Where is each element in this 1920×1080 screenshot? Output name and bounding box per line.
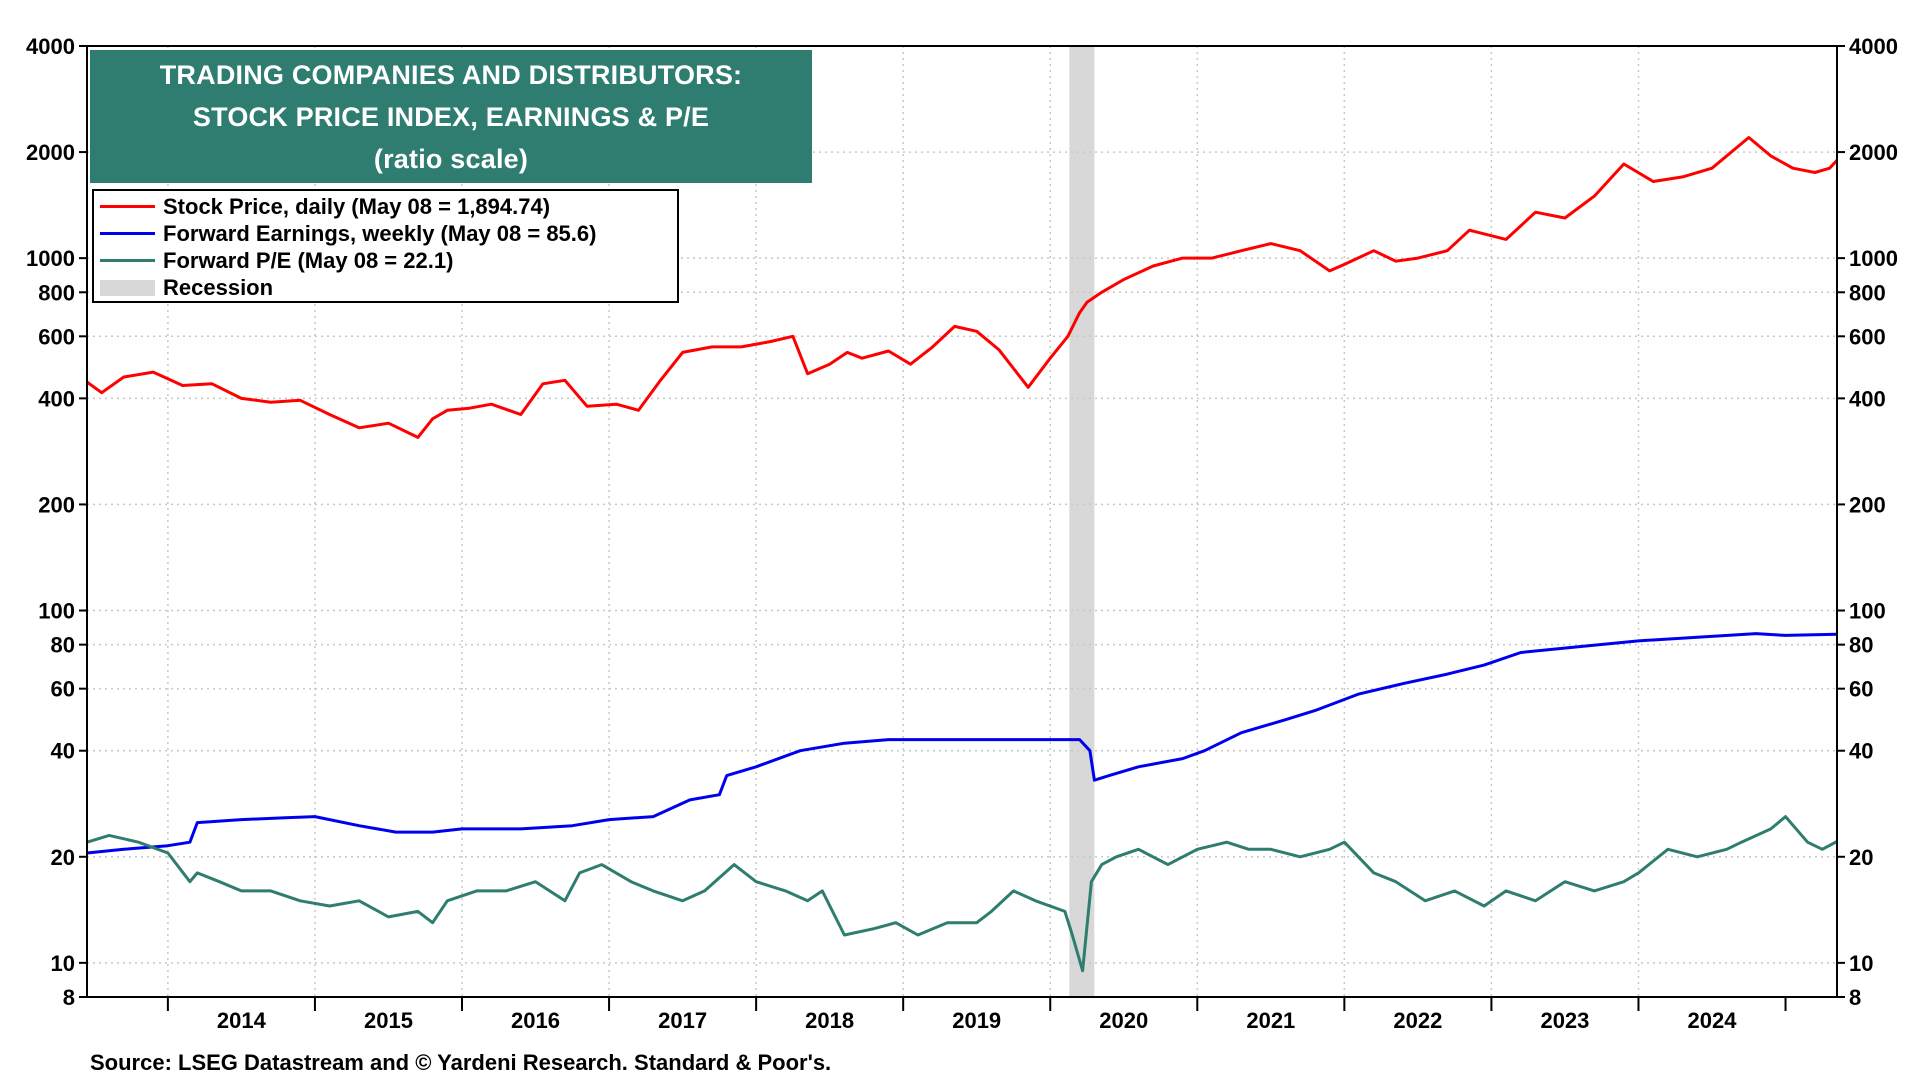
y-tick-label-left: 2000	[26, 140, 75, 165]
y-tick-label-left: 80	[51, 633, 75, 658]
x-tick-label: 2014	[217, 1008, 267, 1033]
legend-label-price: Stock Price, daily (May 08 = 1,894.74)	[163, 193, 551, 219]
x-tick-label: 2020	[1099, 1008, 1148, 1033]
series-line-price	[86, 136, 1839, 439]
x-tick-label: 2023	[1540, 1008, 1589, 1033]
y-tick-label-left: 4000	[26, 34, 75, 59]
y-tick-label-left: 40	[51, 739, 75, 764]
y-tick-label-right: 20	[1849, 845, 1873, 870]
y-tick-label-right: 10	[1849, 951, 1873, 976]
y-tick-label-right: 200	[1849, 492, 1886, 517]
chart-title-line-1: TRADING COMPANIES AND DISTRIBUTORS:	[159, 59, 743, 90]
y-tick-label-right: 400	[1849, 386, 1886, 411]
y-tick-label-right: 40	[1849, 739, 1873, 764]
x-tick-label: 2016	[511, 1008, 560, 1033]
y-tick-label-right: 80	[1849, 633, 1873, 658]
source-note: Source: LSEG Datastream and © Yardeni Re…	[90, 1050, 832, 1075]
x-tick-label: 2015	[364, 1008, 413, 1033]
legend-item-recession: Recession	[100, 274, 677, 301]
legend-item-pe: Forward P/E (May 08 = 22.1)	[100, 247, 677, 274]
chart-title-line-2: STOCK PRICE INDEX, EARNINGS & P/E	[192, 101, 710, 132]
y-tick-label-right: 100	[1849, 598, 1886, 623]
y-tick-label-right: 2000	[1849, 140, 1898, 165]
legend-label-recession: Recession	[163, 274, 274, 300]
legend-label-pe: Forward P/E (May 08 = 22.1)	[163, 247, 454, 273]
series-line-earnings	[86, 632, 1838, 855]
label-layer: 4000 4000 2000 2000 1000 1000 800 800 600 600 400 4…	[26, 34, 1898, 1033]
grid-layer	[87, 46, 1837, 997]
x-tick-label: 2021	[1246, 1008, 1295, 1033]
y-tick-label-right: 8	[1849, 985, 1861, 1010]
x-tick-label: 2018	[805, 1008, 854, 1033]
legend-swatch-price	[100, 205, 155, 208]
y-tick-label-right: 800	[1849, 280, 1886, 305]
chart-title-line-3: (ratio scale)	[373, 143, 529, 174]
series-line-pe	[86, 815, 1838, 973]
chart-title-box: TRADING COMPANIES AND DISTRIBUTORS: STOC…	[90, 50, 812, 183]
y-tick-label-left: 10	[51, 951, 75, 976]
y-tick-label-left: 1000	[26, 246, 75, 271]
plot-frame	[86, 45, 1838, 998]
y-tick-label-right: 600	[1849, 324, 1886, 349]
y-tick-label-left: 600	[38, 324, 75, 349]
legend-swatch-pe	[100, 259, 155, 262]
y-tick-label-left: 800	[38, 280, 75, 305]
y-tick-label-left: 200	[38, 492, 75, 517]
y-tick-label-right: 60	[1849, 677, 1873, 702]
y-tick-label-left: 20	[51, 845, 75, 870]
legend-swatch-recession	[100, 279, 155, 296]
x-tick-label: 2022	[1393, 1008, 1442, 1033]
legend-label-earnings: Forward Earnings, weekly (May 08 = 85.6)	[163, 220, 597, 246]
y-tick-label-left: 60	[51, 677, 75, 702]
series-layer	[86, 136, 1839, 973]
legend-item-earnings: Forward Earnings, weekly (May 08 = 85.6)	[100, 220, 677, 247]
y-tick-label-right: 4000	[1849, 34, 1898, 59]
x-tick-label: 2017	[658, 1008, 707, 1033]
y-tick-label-left: 8	[63, 985, 75, 1010]
recession-band	[1069, 46, 1095, 997]
x-tick-label: 2019	[952, 1008, 1001, 1033]
legend-swatch-earnings	[100, 232, 155, 235]
legend-item-price: Stock Price, daily (May 08 = 1,894.74)	[100, 193, 677, 220]
recession-layer	[1069, 46, 1095, 997]
x-tick-label: 2024	[1688, 1008, 1738, 1033]
chart-legend: Stock Price, daily (May 08 = 1,894.74) F…	[92, 189, 679, 303]
y-tick-label-left: 100	[38, 598, 75, 623]
tick-layer	[79, 45, 1845, 1011]
y-tick-label-right: 1000	[1849, 246, 1898, 271]
y-tick-label-left: 400	[38, 386, 75, 411]
